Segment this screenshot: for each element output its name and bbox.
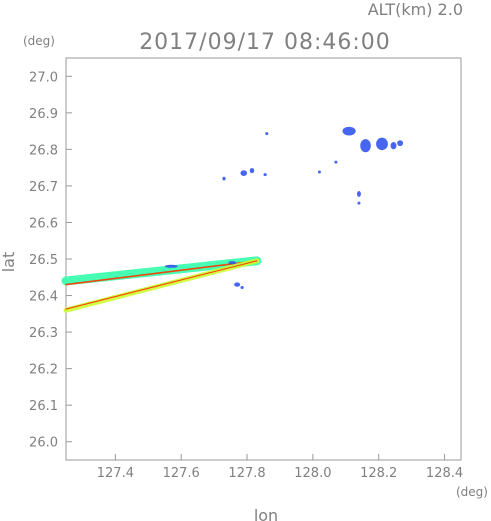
echo-point bbox=[263, 173, 267, 177]
echo-point bbox=[357, 201, 361, 205]
plot-frame bbox=[65, 57, 462, 461]
echo-point bbox=[240, 286, 244, 290]
y-tick-label: 26.0 bbox=[29, 436, 58, 451]
echo-point bbox=[222, 176, 226, 181]
echo-point bbox=[376, 137, 388, 151]
x-axis-label: lon bbox=[254, 506, 278, 521]
x-tick-label: 127.4 bbox=[97, 466, 134, 481]
x-tick-label: 128.0 bbox=[294, 466, 331, 481]
x-tick-label: 128.4 bbox=[426, 466, 463, 481]
echo-point bbox=[334, 160, 338, 164]
y-axis-label: lat bbox=[0, 252, 18, 273]
echo-point bbox=[390, 142, 397, 150]
plot-area: 127.4 127.6 127.8 128.0 128.2 128.4 26.0 26.1 26… bbox=[29, 57, 463, 481]
altitude-label: ALT(km) 2.0 bbox=[368, 0, 463, 19]
echo-point bbox=[265, 132, 269, 136]
y-tick-label: 26.2 bbox=[29, 363, 58, 378]
y-tick-label: 26.3 bbox=[29, 326, 58, 341]
echo-point bbox=[240, 170, 248, 177]
y-tick-label: 26.8 bbox=[29, 143, 58, 158]
echo-point bbox=[234, 282, 241, 287]
x-tick-label: 128.2 bbox=[360, 466, 397, 481]
y-tick-label: 26.9 bbox=[29, 107, 58, 122]
x-unit-label: (deg) bbox=[456, 485, 488, 499]
data-marks bbox=[61, 126, 404, 313]
y-tick-label: 27.0 bbox=[29, 70, 58, 85]
echo-point bbox=[317, 170, 321, 174]
y-tick-label: 26.5 bbox=[29, 253, 58, 268]
echo-point bbox=[249, 168, 255, 174]
y-unit-label: (deg) bbox=[23, 34, 55, 48]
y-tick-label: 26.7 bbox=[29, 180, 58, 195]
axis-ticks: 127.4 127.6 127.8 128.0 128.2 128.4 26.0 26.1 26… bbox=[29, 70, 463, 481]
y-tick-label: 26.1 bbox=[29, 399, 58, 414]
echo-point bbox=[164, 264, 178, 268]
x-tick-label: 127.6 bbox=[163, 466, 200, 481]
echo-point bbox=[397, 140, 404, 147]
y-tick-label: 26.6 bbox=[29, 216, 58, 231]
echo-point bbox=[228, 261, 237, 265]
echo-streak bbox=[65, 260, 258, 286]
echo-point bbox=[356, 191, 361, 197]
echo-point bbox=[360, 139, 371, 153]
x-tick-label: 127.8 bbox=[228, 466, 265, 481]
echo-streak bbox=[65, 260, 258, 310]
echo-point bbox=[342, 126, 356, 136]
y-tick-label: 26.4 bbox=[29, 290, 58, 305]
chart-title: 2017/09/17 08:46:00 bbox=[139, 30, 391, 55]
